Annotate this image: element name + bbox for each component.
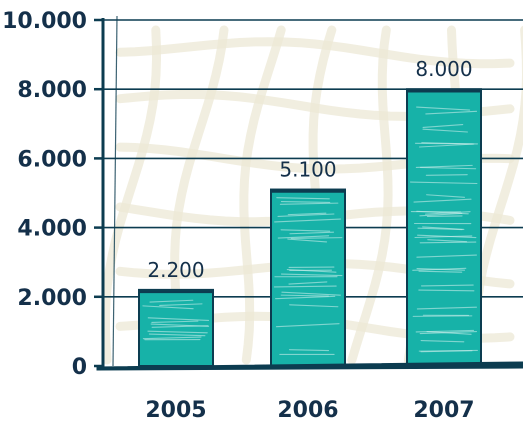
bar-texture-stroke bbox=[142, 336, 202, 340]
bar-texture-stroke bbox=[276, 197, 330, 200]
bar-texture-stroke bbox=[273, 285, 337, 288]
bar-texture-stroke bbox=[425, 110, 478, 115]
x-tick-label: 2007 bbox=[413, 398, 474, 421]
bar-texture-stroke bbox=[149, 299, 194, 303]
data-label: 8.000 bbox=[415, 57, 472, 81]
bar-texture-stroke bbox=[418, 289, 475, 292]
bar-texture-stroke bbox=[289, 304, 339, 308]
bar-texture-stroke bbox=[420, 340, 465, 343]
y-tick-label: 6.000 bbox=[17, 147, 87, 172]
bar-texture-stroke bbox=[277, 235, 330, 239]
bar-texture-stroke bbox=[420, 284, 474, 287]
bar-2006 bbox=[270, 188, 346, 367]
bar-texture-stroke bbox=[287, 238, 328, 243]
bar-texture-stroke bbox=[427, 239, 468, 243]
bar-texture-stroke bbox=[148, 333, 206, 337]
y-tick-label: 10.000 bbox=[2, 9, 87, 34]
background-sketch-stroke bbox=[471, 25, 523, 365]
bar-texture-stroke bbox=[142, 305, 194, 310]
bar-texture-stroke bbox=[425, 174, 468, 176]
bar-texture-stroke bbox=[286, 269, 337, 273]
y-tick-label: 8.000 bbox=[17, 78, 87, 103]
bar-texture-stroke bbox=[419, 166, 477, 170]
bar-texture-stroke bbox=[280, 294, 329, 297]
bar-texture-stroke bbox=[150, 323, 210, 327]
background-sketch-stroke bbox=[101, 25, 162, 365]
bar-texture-stroke bbox=[426, 194, 465, 198]
bar-texture-stroke bbox=[287, 212, 327, 216]
bar-texture-stroke bbox=[413, 198, 472, 203]
bar-texture-stroke bbox=[274, 218, 342, 223]
bar-texture-stroke bbox=[426, 215, 463, 217]
bar-texture-stroke bbox=[147, 317, 210, 321]
axes bbox=[94, 18, 523, 371]
bar-texture-stroke bbox=[277, 213, 335, 218]
bar-texture-stroke bbox=[151, 320, 199, 323]
bar-texture-stroke bbox=[275, 323, 340, 328]
bar-texture-stroke bbox=[147, 330, 208, 334]
x-tick-label: 2006 bbox=[277, 398, 338, 421]
bar-texture-stroke bbox=[415, 329, 475, 333]
bar-texture-stroke bbox=[290, 237, 343, 240]
bar-texture-stroke bbox=[416, 254, 477, 258]
bar-texture-stroke bbox=[425, 211, 471, 215]
background-sketch-stroke bbox=[115, 37, 515, 69]
bar-texture-stroke bbox=[418, 143, 473, 148]
bar-texture-stroke bbox=[422, 124, 464, 128]
bar-texture-stroke bbox=[289, 231, 335, 235]
x-tick-label: 2005 bbox=[145, 398, 206, 421]
bar-texture-stroke bbox=[416, 106, 471, 111]
bar bbox=[406, 88, 482, 367]
x-axis bbox=[96, 361, 523, 371]
bar-texture-stroke bbox=[280, 229, 331, 232]
y-tick-label: 4.000 bbox=[17, 217, 87, 242]
bar-texture-stroke bbox=[417, 227, 463, 231]
bar-texture-stroke bbox=[288, 349, 330, 352]
bar-texture-stroke bbox=[412, 267, 467, 271]
bar-texture-stroke bbox=[280, 273, 343, 277]
data-label: 2.200 bbox=[147, 258, 204, 282]
bar-texture-stroke bbox=[288, 281, 328, 285]
y-tick-label: 0 bbox=[72, 355, 87, 380]
gridline bbox=[112, 15, 118, 367]
background-sketch-stroke bbox=[347, 25, 393, 365]
data-label: 5.100 bbox=[279, 158, 336, 182]
bar-texture-stroke bbox=[416, 306, 477, 310]
y-tick-label: 2.000 bbox=[17, 286, 87, 311]
background-sketch-stroke bbox=[239, 25, 286, 365]
bar-texture-stroke bbox=[275, 295, 336, 300]
bar-texture-stroke bbox=[420, 350, 473, 353]
bar-texture-stroke bbox=[414, 235, 473, 239]
bar-texture-stroke bbox=[422, 128, 468, 133]
bar-texture-stroke bbox=[409, 181, 478, 185]
bar-texture-stroke bbox=[419, 212, 463, 217]
bar-texture-stroke bbox=[280, 201, 331, 203]
bar-texture-stroke bbox=[421, 142, 475, 145]
bar-2007 bbox=[406, 88, 482, 367]
bar-texture-stroke bbox=[159, 303, 203, 307]
bar-texture-stroke bbox=[281, 291, 341, 296]
bar-texture-stroke bbox=[279, 202, 339, 205]
labels: 0 2.000 4.000 6.000 8.000 10.000 2005 2006 2007 2… bbox=[2, 9, 475, 421]
bar-texture-stroke bbox=[418, 270, 463, 273]
bar-texture-stroke bbox=[419, 241, 477, 244]
bar-2005 bbox=[138, 288, 214, 368]
